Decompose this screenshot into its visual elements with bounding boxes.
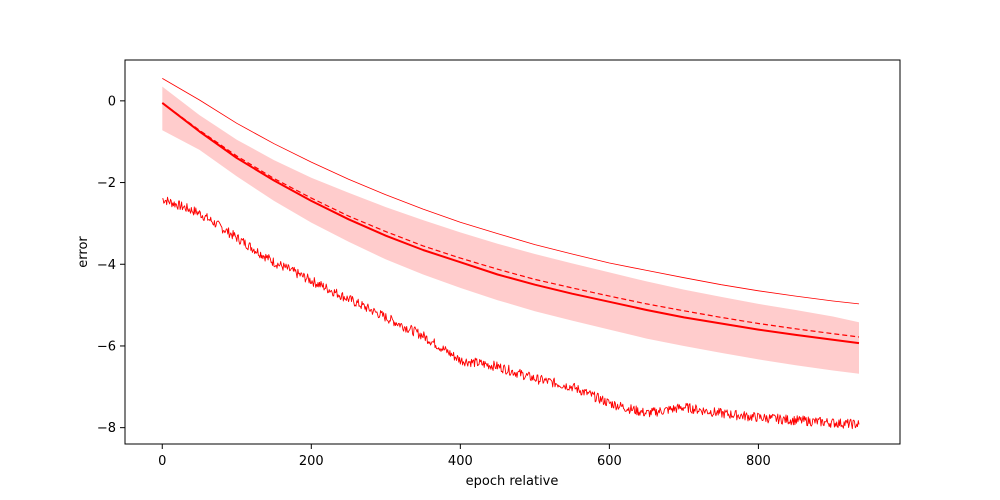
plot-area bbox=[161, 78, 860, 430]
series-line-upper bbox=[162, 78, 860, 305]
axes-frame bbox=[124, 59, 901, 445]
confidence-band bbox=[162, 86, 860, 374]
y-tick-label: 0 bbox=[108, 94, 116, 109]
y-tick-label: −4 bbox=[97, 258, 116, 273]
x-axis-label: epoch relative bbox=[466, 474, 559, 489]
y-tick-label: −2 bbox=[97, 176, 116, 191]
y-tick-label: −8 bbox=[97, 421, 116, 436]
x-tick-label: 400 bbox=[448, 454, 473, 469]
x-tick-label: 600 bbox=[597, 454, 622, 469]
y-tick-label: −6 bbox=[97, 339, 116, 354]
x-tick-label: 0 bbox=[158, 454, 166, 469]
x-axis: 0 200 400 600 800 bbox=[158, 444, 771, 469]
series-line-noisy bbox=[162, 196, 860, 430]
x-tick-label: 800 bbox=[746, 454, 771, 469]
series-line-mean bbox=[161, 102, 860, 345]
y-axis-label: error bbox=[76, 236, 91, 268]
series-line-dashed bbox=[161, 102, 860, 338]
y-axis: 0 −2 −4 −6 −8 bbox=[97, 94, 125, 436]
x-tick-label: 200 bbox=[299, 454, 324, 469]
